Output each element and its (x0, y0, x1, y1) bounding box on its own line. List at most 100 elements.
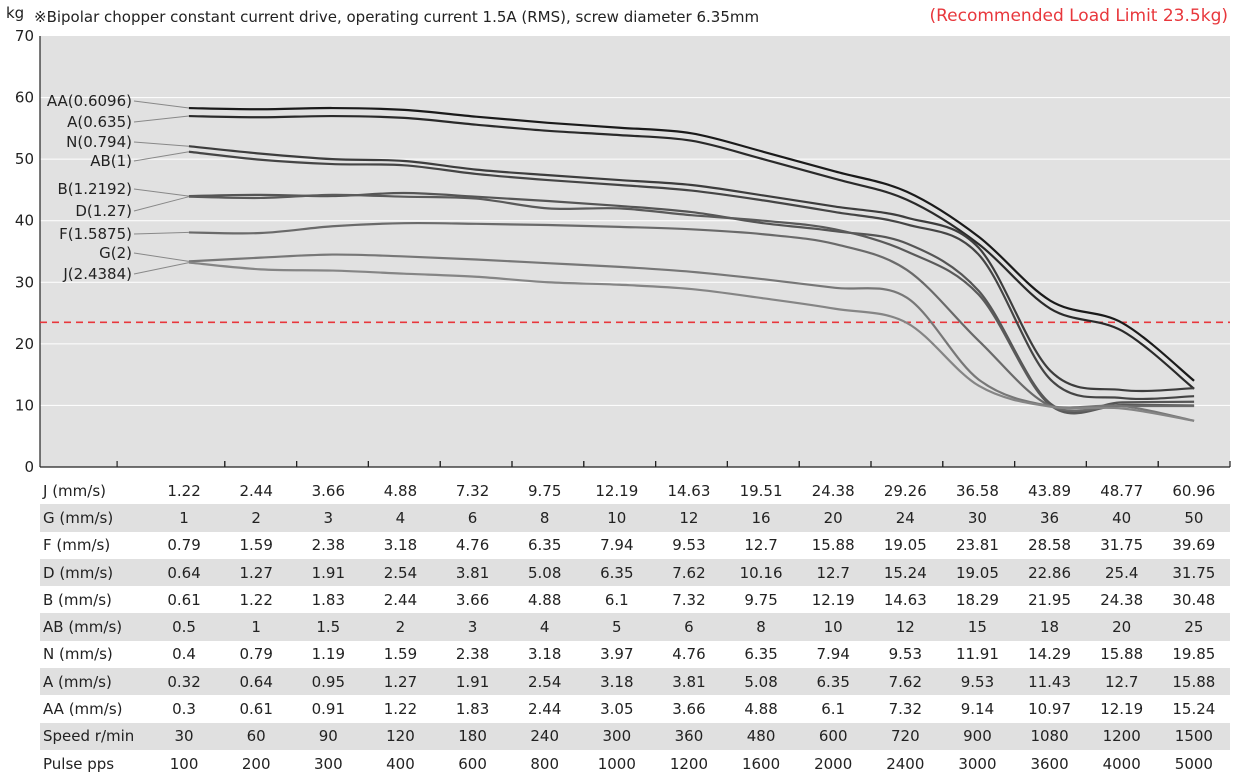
recommended-load-limit-label: (Recommended Load Limit 23.5kg) (929, 6, 1228, 26)
plot-area (40, 36, 1230, 467)
table-cell: 18.29 (955, 590, 999, 609)
table-row: G (mm/s) 1 2 3 4 6 8 10 12 16 20 24 30 36 40 50 (40, 504, 1230, 532)
series-line (188, 106, 1195, 382)
table-cell: 7.62 (869, 668, 942, 696)
table-cell: 1.59 (383, 645, 418, 664)
table-cell: 800 (530, 754, 559, 773)
table-cell: 19.05 (883, 536, 927, 555)
table-cell: 100 (169, 754, 199, 773)
table-cell: 6 (436, 504, 509, 532)
table-cell: 23.81 (955, 536, 999, 555)
series-label: AA(0.6096) (47, 92, 132, 110)
table-cell: 3.66 (672, 700, 706, 719)
table-cell: 16 (725, 504, 798, 532)
table-cell: 3.81 (436, 558, 509, 587)
table-cell: 7.94 (600, 536, 634, 555)
table-cell: 240 (508, 722, 581, 750)
series-line (188, 253, 1195, 422)
table-cell: 15.24 (869, 558, 942, 587)
table-cell: 0.61 (167, 590, 201, 609)
table-cell: 60 (220, 722, 293, 750)
series-label: J(2.4384) (62, 265, 132, 283)
table-cell: 720 (869, 722, 942, 750)
table-cell: 15.88 (811, 536, 855, 555)
table-cell: 3.66 (311, 481, 346, 500)
table-cell: 19.51 (739, 481, 783, 500)
table-cell: 7.32 (888, 700, 923, 719)
y-axis-label: kg (6, 4, 25, 22)
y-tick-label: 20 (15, 335, 34, 353)
table-cell: 1.27 (220, 558, 293, 587)
table-cell: 0.61 (239, 700, 273, 719)
table-row: AA (mm/s) 0.3 0.61 0.91 1.22 1.83 2.44 3.05 3.66… (40, 695, 1230, 722)
y-tick-label: 10 (15, 396, 34, 414)
table-cell: 40 (1085, 504, 1158, 532)
table-cell: 90 (292, 722, 365, 750)
table-cell: 2.54 (364, 558, 437, 587)
series-label-leader (133, 141, 189, 147)
table-cell: 4 (508, 613, 581, 641)
table-cell: 3 (292, 504, 365, 532)
table-cell: 3.66 (455, 590, 490, 609)
y-tick-label: 40 (15, 212, 34, 230)
y-tick-label: 70 (15, 27, 34, 45)
table-cell: 2000 (814, 754, 853, 773)
table-cell: 1.22 (383, 700, 418, 719)
series-line (188, 193, 1195, 415)
table-cell: 6.1 (821, 700, 846, 719)
table-row: N (mm/s) 0.4 0.79 1.19 1.59 2.38 3.18 3.97 4.76 6… (40, 641, 1230, 668)
table-cell: 14.29 (1028, 645, 1072, 664)
table-cell: 2.44 (239, 481, 273, 500)
table-cell: 6.35 (797, 668, 870, 696)
table-cell: 9.75 (744, 590, 778, 609)
table-cell: 1.22 (239, 590, 273, 609)
table-cell: 24.38 (1100, 590, 1144, 609)
table-cell: 9.53 (888, 645, 923, 664)
table-cell: 1.27 (364, 668, 437, 696)
table-cell: 8 (725, 613, 798, 641)
series-label: B(1.2192) (58, 180, 132, 198)
table-cell: 24 (869, 504, 942, 532)
y-tick-label: 0 (24, 458, 34, 476)
table-cell: 5000 (1174, 754, 1213, 773)
table-cell: 180 (436, 722, 509, 750)
table-cell: 12 (652, 504, 725, 532)
table-row: Pulse pps 100 200 300 400 600 800 1000 1200 1600 2… (40, 750, 1230, 777)
table-cell: 24.38 (811, 481, 855, 500)
series-line (188, 114, 1195, 390)
table-cell: 1500 (1157, 722, 1230, 750)
table-cell: 0.64 (148, 558, 221, 587)
table-cell: 400 (386, 754, 415, 773)
table-cell: 1080 (1013, 722, 1086, 750)
table-cell: 1.91 (292, 558, 365, 587)
table-cell: 29.26 (883, 481, 927, 500)
table-cell: 12.7 (797, 558, 870, 587)
table-row-label: G (mm/s) (40, 504, 148, 532)
table-cell: 6.35 (744, 645, 778, 664)
series-label: A(0.635) (67, 113, 132, 131)
table-cell: 300 (580, 722, 653, 750)
table-cell: 2.38 (311, 536, 346, 555)
table-cell: 30.48 (1172, 590, 1216, 609)
table-cell: 22.86 (1013, 558, 1086, 587)
table-cell: 1.91 (436, 668, 509, 696)
table-row: D (mm/s) 0.64 1.27 1.91 2.54 3.81 5.08 6.35 7.62… (40, 558, 1230, 587)
table-cell: 360 (652, 722, 725, 750)
table-row-label: J (mm/s) (43, 481, 106, 500)
table-cell: 36.58 (955, 481, 999, 500)
series-line (188, 150, 1195, 401)
table-cell: 7.94 (816, 645, 850, 664)
table-cell: 10.97 (1028, 700, 1072, 719)
table-cell: 8 (508, 504, 581, 532)
table-row-label: AA (mm/s) (43, 700, 123, 719)
table-cell: 15.88 (1157, 668, 1230, 696)
table-cell: 19.05 (941, 558, 1014, 587)
table-cell: 48.77 (1100, 481, 1144, 500)
table-cell: 3000 (958, 754, 997, 773)
table-cell: 31.75 (1100, 536, 1144, 555)
table-cell: 4.88 (383, 481, 418, 500)
table-cell: 2 (364, 613, 437, 641)
table-cell: 5.08 (508, 558, 581, 587)
table-cell: 600 (797, 722, 870, 750)
series-label-leader (133, 252, 189, 262)
